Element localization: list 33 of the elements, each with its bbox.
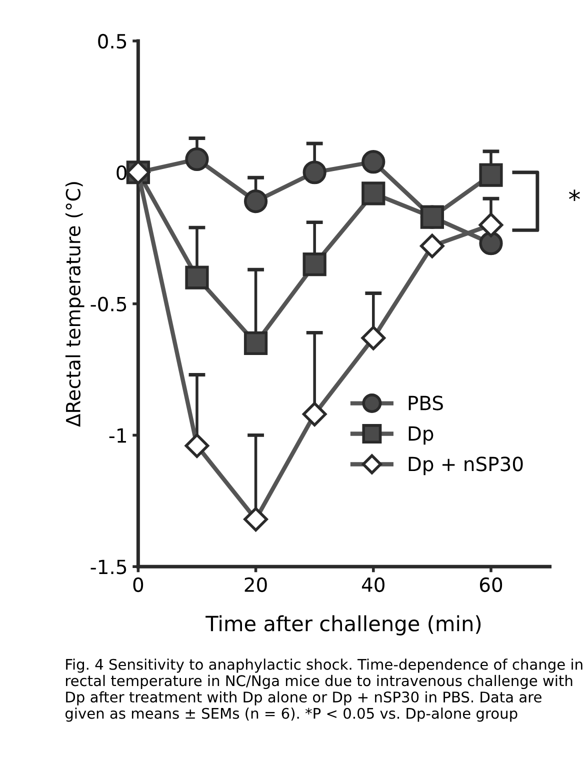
y-tick-label: 0.5 (98, 34, 126, 49)
x-tick-label: 0 (133, 577, 144, 592)
point (420, 234, 444, 258)
point (244, 189, 268, 214)
point (479, 232, 503, 256)
point (185, 266, 209, 290)
point (244, 507, 268, 532)
point (185, 147, 209, 172)
y-axis-title: ΔRectal temperature (°C) (65, 182, 84, 427)
text: * (568, 190, 580, 202)
y-tick-label: -0.5 (90, 296, 126, 312)
point (244, 331, 268, 356)
y-tick-label: -1.5 (90, 560, 126, 574)
point (420, 205, 444, 229)
point (479, 163, 503, 187)
point (361, 326, 386, 350)
point (302, 252, 326, 276)
y-tick-label: 0 (116, 165, 126, 180)
x-tick-label: 60 (480, 577, 502, 592)
y-tick-label: -1 (109, 428, 126, 443)
x-axis-title: Time after challenge (min) (206, 615, 481, 636)
point (302, 402, 327, 426)
legend-label: Dp (408, 426, 434, 445)
x-tick-label: 20 (244, 577, 267, 592)
legend-label: Dp + nSP30 (408, 456, 523, 476)
point (362, 150, 386, 174)
legend-label: PBS (408, 396, 443, 410)
point (362, 182, 386, 206)
point (302, 160, 326, 184)
x-tick-label: 40 (362, 577, 384, 592)
point (184, 434, 210, 458)
point (478, 212, 504, 238)
caption: Fig. 4 Sensitivity to anaphylactic shock. Time-dependence of change in rectal temperature in NC/Nga mice due to intravenous challenge with Dp after treatment with Dp alone or Dp + nSP30 in PBS. Data are given as means ± SEMs (n = 6). *P < 0.05 vs. Dp-alone group (65, 658, 582, 722)
